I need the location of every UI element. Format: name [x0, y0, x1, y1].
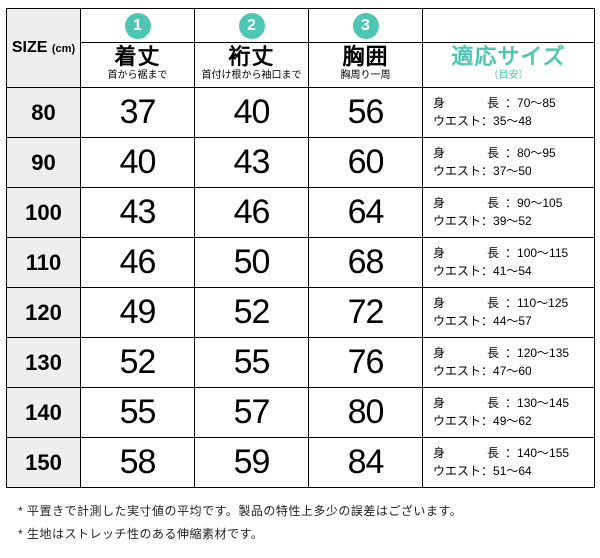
fit-height-label: 身 長 [433, 395, 505, 412]
c3-value: 80 [309, 388, 423, 438]
c2-value: 46 [195, 188, 309, 238]
fit-waist-label: ウエスト [433, 213, 481, 230]
c3-value: 56 [309, 88, 423, 138]
fit-value: 身 長：80〜95ウエスト：37〜50 [423, 138, 595, 188]
c1-value: 58 [81, 438, 195, 488]
fit-height-label: 身 長 [433, 345, 505, 362]
table-row: 150585984身 長：140〜155ウエスト：51〜64 [7, 438, 595, 488]
size-header-main: SIZE [12, 39, 48, 56]
col3-main: 胸囲 [313, 45, 418, 68]
fit-height-label: 身 長 [433, 145, 505, 162]
table-row: 120495272身 長：110〜125ウエスト：44〜57 [7, 288, 595, 338]
badge-3: 3 [353, 13, 379, 39]
note-item: 生地はストレッチ性のある伸縮素材です。 [18, 523, 594, 546]
table-row: 80374056身 長：70〜85ウエスト：35〜48 [7, 88, 595, 138]
size-header-sub: (cm) [52, 43, 75, 55]
notes-list: 平置きで計測した実寸値の平均です。製品の特性上多少の誤差はございます。生地はスト… [18, 500, 594, 546]
c3-value: 60 [309, 138, 423, 188]
col1-main: 着丈 [85, 45, 190, 68]
fit-waist-label: ウエスト [433, 113, 481, 130]
fit-waist-label: ウエスト [433, 363, 481, 380]
fit-value: 身 長：70〜85ウエスト：35〜48 [423, 88, 595, 138]
note-item: 平置きで計測した実寸値の平均です。製品の特性上多少の誤差はございます。 [18, 500, 594, 523]
badge-2: 2 [239, 13, 265, 39]
col3-sub: 胸周り一周 [313, 70, 418, 81]
c1-value: 52 [81, 338, 195, 388]
table-row: 130525576身 長：120〜135ウエスト：47〜60 [7, 338, 595, 388]
c1-value: 40 [81, 138, 195, 188]
fit-waist-label: ウエスト [433, 463, 481, 480]
c3-value: 68 [309, 238, 423, 288]
c1-value: 43 [81, 188, 195, 238]
col-header-1: 着丈 首から裾まで [81, 43, 195, 88]
badge-cell-1: 1 [81, 9, 195, 43]
badge-1: 1 [125, 13, 151, 39]
c2-value: 52 [195, 288, 309, 338]
fit-waist-label: ウエスト [433, 263, 481, 280]
header-row: 着丈 首から裾まで 裄丈 首付け根から袖口まで 胸囲 胸周り一周 適応サイズ （… [7, 43, 595, 88]
c3-value: 72 [309, 288, 423, 338]
fit-height-label: 身 長 [433, 95, 505, 112]
fit-value: 身 長：110〜125ウエスト：44〜57 [423, 288, 595, 338]
size-value: 150 [7, 438, 81, 488]
table-row: 110465068身 長：100〜115ウエスト：41〜54 [7, 238, 595, 288]
c2-value: 55 [195, 338, 309, 388]
c3-value: 76 [309, 338, 423, 388]
size-value: 110 [7, 238, 81, 288]
col2-sub: 首付け根から袖口まで [199, 70, 304, 81]
c1-value: 49 [81, 288, 195, 338]
badge-cell-2: 2 [195, 9, 309, 43]
col-header-fit: 適応サイズ （目安） [423, 43, 595, 88]
fit-waist-label: ウエスト [433, 313, 481, 330]
size-chart-body: 80374056身 長：70〜85ウエスト：35〜4890404360身 長：8… [7, 88, 595, 488]
badge-cell-3: 3 [309, 9, 423, 43]
fit-waist-label: ウエスト [433, 163, 481, 180]
size-value: 140 [7, 388, 81, 438]
fit-height-label: 身 長 [433, 295, 505, 312]
c1-value: 46 [81, 238, 195, 288]
size-value: 130 [7, 338, 81, 388]
c2-value: 59 [195, 438, 309, 488]
fit-value: 身 長：130〜145ウエスト：49〜62 [423, 388, 595, 438]
c2-value: 57 [195, 388, 309, 438]
c2-value: 40 [195, 88, 309, 138]
c2-value: 43 [195, 138, 309, 188]
col1-sub: 首から裾まで [85, 70, 190, 81]
fit-height-label: 身 長 [433, 445, 505, 462]
table-row: 140555780身 長：130〜145ウエスト：49〜62 [7, 388, 595, 438]
fit-sub: （目安） [427, 70, 590, 81]
fit-value: 身 長：140〜155ウエスト：51〜64 [423, 438, 595, 488]
badge-row: SIZE (cm) 1 2 3 [7, 9, 595, 43]
table-row: 90404360身 長：80〜95ウエスト：37〜50 [7, 138, 595, 188]
size-header: SIZE (cm) [7, 9, 81, 88]
size-chart-table: SIZE (cm) 1 2 3 着丈 首から裾まで 裄丈 首付け根から袖口まで [6, 8, 595, 488]
size-value: 100 [7, 188, 81, 238]
badge-cell-fit [423, 9, 595, 43]
c2-value: 50 [195, 238, 309, 288]
c3-value: 64 [309, 188, 423, 238]
fit-value: 身 長：90〜105ウエスト：39〜52 [423, 188, 595, 238]
fit-main: 適応サイズ [427, 45, 590, 68]
col2-main: 裄丈 [199, 45, 304, 68]
fit-value: 身 長：100〜115ウエスト：41〜54 [423, 238, 595, 288]
size-value: 120 [7, 288, 81, 338]
size-value: 80 [7, 88, 81, 138]
fit-waist-label: ウエスト [433, 413, 481, 430]
table-row: 100434664身 長：90〜105ウエスト：39〜52 [7, 188, 595, 238]
c3-value: 84 [309, 438, 423, 488]
col-header-2: 裄丈 首付け根から袖口まで [195, 43, 309, 88]
fit-height-label: 身 長 [433, 245, 505, 262]
col-header-3: 胸囲 胸周り一周 [309, 43, 423, 88]
fit-height-label: 身 長 [433, 195, 505, 212]
c1-value: 37 [81, 88, 195, 138]
c1-value: 55 [81, 388, 195, 438]
size-value: 90 [7, 138, 81, 188]
fit-value: 身 長：120〜135ウエスト：47〜60 [423, 338, 595, 388]
